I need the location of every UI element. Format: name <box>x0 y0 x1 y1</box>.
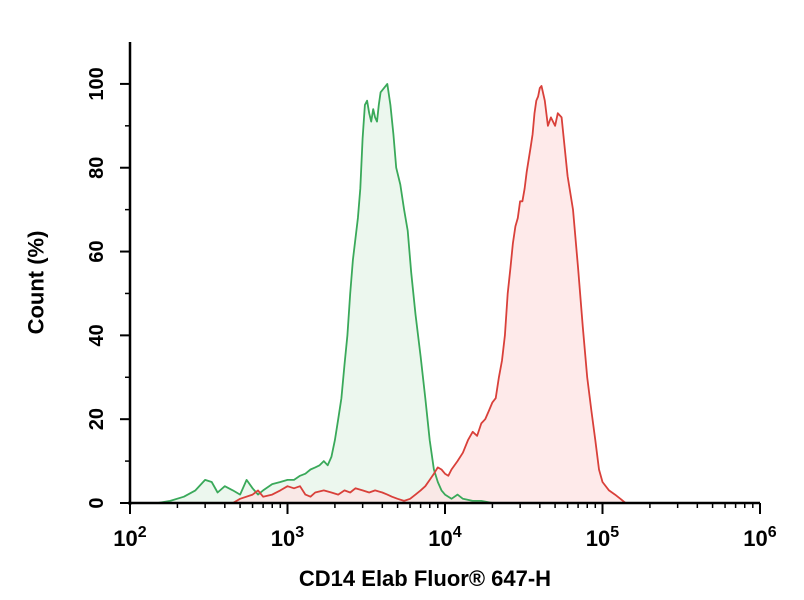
x-tick-label: 104 <box>428 524 461 551</box>
x-tick-label: 102 <box>113 524 146 551</box>
series-1-area <box>157 83 493 504</box>
y-tick-label: 40 <box>86 324 108 346</box>
y-tick-label: 0 <box>86 497 108 508</box>
y-axis-ticks: 0 20 40 60 80 100 <box>86 67 130 509</box>
axes <box>128 42 760 505</box>
x-axis-ticks: 102 103 104 105 106 <box>113 503 777 551</box>
series-fills <box>157 83 626 504</box>
y-axis-title: Count (%) <box>24 231 49 335</box>
y-tick-label: 60 <box>86 240 108 262</box>
x-tick-label: 105 <box>586 524 619 551</box>
series-2-line <box>232 85 627 504</box>
x-axis-title: CD14 Elab Fluor® 647-H <box>299 566 551 591</box>
y-tick-label: 80 <box>86 157 108 179</box>
y-tick-label: 20 <box>86 408 108 430</box>
y-tick-label: 100 <box>86 67 108 100</box>
series-lines <box>157 83 627 504</box>
series-2-area <box>232 86 626 503</box>
series-1-line <box>157 83 493 504</box>
x-tick-label: 106 <box>743 524 776 551</box>
x-tick-label: 103 <box>271 524 304 551</box>
